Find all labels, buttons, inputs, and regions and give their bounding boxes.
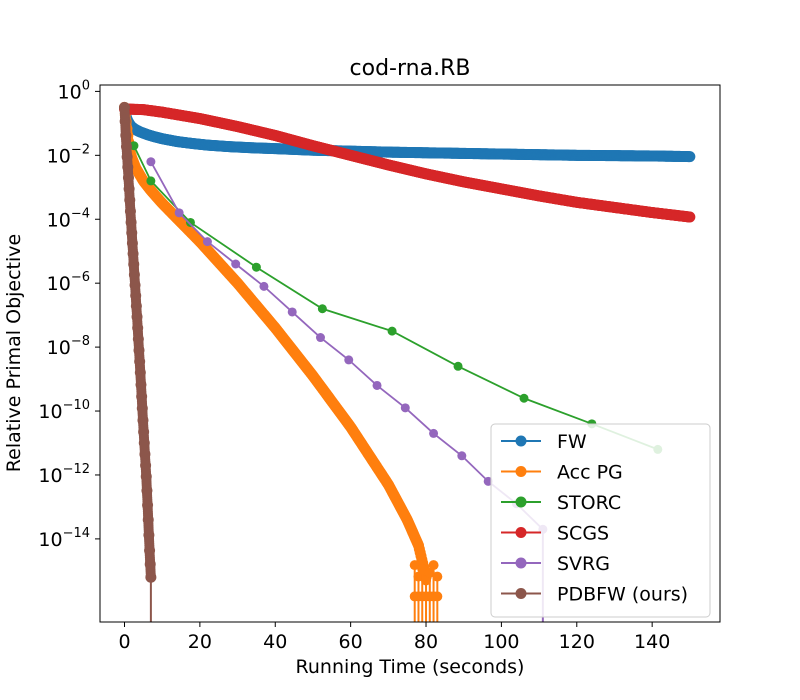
x-tick-label: 100	[483, 631, 519, 653]
data-point-svrg	[483, 476, 493, 486]
legend: FW Acc PG STORC SCGS SVRG PDBFW (ours)	[490, 423, 711, 618]
series-scgs	[118, 103, 696, 223]
data-point-fw	[684, 151, 696, 163]
series-layer	[118, 101, 696, 622]
y-tick-exponent: −6	[71, 270, 90, 285]
data-point-acc-pg	[413, 571, 424, 582]
data-point-storc	[146, 176, 156, 186]
legend-marker-scgs	[515, 527, 527, 538]
data-point-svrg	[344, 355, 354, 365]
x-axis-label: Running Time (seconds)	[296, 656, 525, 678]
x-tick-label: 60	[339, 631, 363, 653]
data-point-storc	[519, 393, 529, 403]
data-point-svrg	[259, 281, 269, 291]
data-point-scgs	[684, 211, 696, 223]
data-point-acc-pg	[409, 560, 420, 571]
data-point-acc-pg	[428, 560, 439, 571]
y-tick-label: 10−6	[47, 270, 90, 295]
y-tick-base: 10	[58, 81, 82, 103]
y-tick-exponent: −10	[63, 398, 90, 413]
legend-label-pdbfw-ours: PDBFW (ours)	[557, 584, 688, 606]
data-point-svrg	[174, 208, 184, 218]
data-point-acc-pg	[417, 563, 428, 574]
data-point-svrg	[429, 428, 439, 438]
data-point-storc	[251, 262, 261, 272]
data-point-storc	[387, 326, 397, 336]
legend-box	[490, 423, 711, 618]
y-tick-base: 10	[47, 145, 71, 167]
data-point-svrg	[315, 333, 325, 343]
x-tick-label: 40	[263, 631, 287, 653]
y-tick-exponent: −4	[71, 206, 90, 221]
y-tick-label: 100	[58, 78, 90, 103]
data-point-svrg	[287, 307, 297, 317]
y-tick-base: 10	[47, 273, 71, 295]
x-tick-label: 120	[559, 631, 595, 653]
legend-marker-storc	[515, 496, 527, 508]
y-tick-exponent: 0	[82, 78, 90, 93]
legend-label-scgs: SCGS	[557, 523, 609, 545]
y-tick-base: 10	[38, 465, 62, 487]
legend-marker-pdbfw-ours	[515, 588, 527, 599]
data-point-svrg	[372, 380, 382, 390]
y-tick-base: 10	[38, 401, 62, 423]
chart-title: cod-rna.RB	[350, 56, 471, 81]
y-tick-base: 10	[47, 337, 71, 359]
data-point-acc-pg	[424, 567, 435, 578]
data-point-storc	[317, 304, 327, 314]
y-tick-base: 10	[38, 529, 62, 551]
y-tick-exponent: −2	[71, 142, 90, 157]
data-point-acc-pg	[432, 571, 443, 582]
x-tick-label: 140	[634, 631, 670, 653]
y-tick-label: 10−2	[47, 142, 90, 167]
legend-marker-svrg	[515, 557, 527, 569]
legend-marker-fw	[515, 435, 527, 447]
series-svrg	[146, 157, 548, 622]
x-tick-label: 80	[414, 631, 438, 653]
series-line-storc	[133, 145, 659, 451]
data-point-svrg	[400, 403, 410, 413]
series-pdbfw-ours	[118, 101, 157, 622]
legend-label-storc: STORC	[557, 492, 621, 514]
data-point-svrg	[457, 451, 467, 461]
data-point-svrg	[231, 259, 241, 269]
y-tick-label: 10−14	[38, 526, 90, 551]
x-tick-label: 20	[188, 631, 212, 653]
x-axis: 0 20 40 60 80 100 120 140	[118, 622, 670, 653]
y-tick-label: 10−10	[38, 398, 90, 423]
y-tick-exponent: −14	[63, 526, 90, 541]
data-point-svrg	[202, 237, 212, 247]
data-point-svrg	[146, 157, 156, 167]
y-tick-base: 10	[47, 209, 71, 231]
plot-frame	[99, 84, 721, 623]
y-tick-exponent: −12	[63, 462, 90, 477]
y-tick-label: 10−4	[47, 206, 90, 231]
legend-label-acc-pg: Acc PG	[557, 462, 623, 484]
y-tick-exponent: −8	[71, 334, 90, 349]
data-point-storc	[185, 217, 195, 227]
x-tick-label: 0	[118, 631, 130, 653]
y-tick-label: 10−12	[38, 462, 90, 487]
data-point-storc	[453, 361, 463, 371]
y-tick-label: 10−8	[47, 334, 90, 359]
legend-label-svrg: SVRG	[557, 553, 610, 575]
y-axis-label: Relative Primal Objective	[3, 234, 25, 472]
data-point-acc-pg	[421, 575, 432, 586]
legend-marker-acc-pg	[515, 466, 527, 477]
data-point-acc-pg	[432, 591, 443, 602]
legend-label-fw: FW	[557, 431, 587, 453]
